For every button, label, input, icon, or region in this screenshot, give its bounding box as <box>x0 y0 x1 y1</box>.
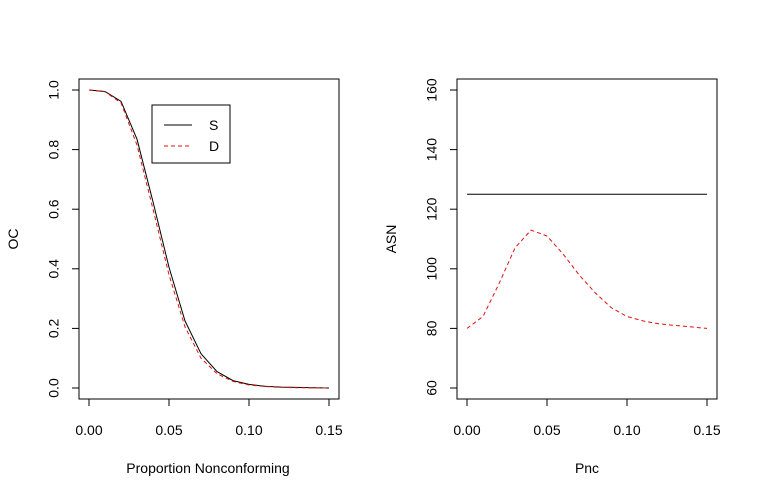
oc-legend-label-d: D <box>209 138 219 154</box>
asn-x-tick-label: 0.15 <box>693 422 720 438</box>
asn-series <box>466 193 708 329</box>
asn-y-tick-label: 60 <box>424 380 440 396</box>
oc-legend-box <box>151 104 231 164</box>
asn-x-tick-label: 0.10 <box>613 422 640 438</box>
asn-x-axis-title: Pnc <box>575 460 599 476</box>
asn-x-tick-label: 0.00 <box>453 422 480 438</box>
oc-y-tick-label: 0.4 <box>46 259 62 279</box>
oc-x-axis: 0.00 0.05 0.10 0.15 <box>75 398 343 438</box>
oc-y-tick-label: 0.0 <box>46 378 62 398</box>
asn-y-tick-label: 140 <box>424 138 440 162</box>
oc-legend-label-s: S <box>209 117 218 133</box>
asn-y-axis-title: ASN <box>383 225 399 254</box>
oc-x-tick-label: 0.10 <box>235 422 262 438</box>
oc-y-tick-label: 0.8 <box>46 140 62 160</box>
oc-chart: 0.00 0.05 0.10 0.15 0.0 0.2 0.4 0.6 0.8 1.0 Prop… <box>5 78 343 476</box>
asn-x-tick-label: 0.05 <box>533 422 560 438</box>
asn-x-axis: 0.00 0.05 0.10 0.15 <box>453 398 721 438</box>
oc-y-tick-label: 1.0 <box>46 80 62 100</box>
asn-y-tick-label: 100 <box>424 257 440 281</box>
asn-y-axis: 60 80 100 120 140 160 <box>424 78 458 396</box>
asn-y-tick-label: 160 <box>424 78 440 102</box>
oc-y-axis-title: OC <box>5 229 21 250</box>
oc-y-tick-label: 0.2 <box>46 318 62 338</box>
asn-chart: 0.00 0.05 0.10 0.15 60 80 100 120 140 160 Pnc AS… <box>383 78 721 476</box>
oc-series <box>88 89 330 389</box>
oc-y-tick-label: 0.6 <box>46 199 62 219</box>
oc-y-axis: 0.0 0.2 0.4 0.6 0.8 1.0 <box>46 80 80 398</box>
oc-x-tick-label: 0.05 <box>155 422 182 438</box>
oc-x-tick-label: 0.00 <box>75 422 102 438</box>
oc-legend: S D <box>151 104 231 164</box>
asn-y-tick-label: 80 <box>424 320 440 336</box>
asn-series-d-line <box>466 229 708 329</box>
asn-y-tick-label: 120 <box>424 197 440 221</box>
oc-series-d-line <box>88 89 330 389</box>
oc-x-axis-title: Proportion Nonconforming <box>126 460 289 476</box>
oc-x-tick-label: 0.15 <box>315 422 342 438</box>
